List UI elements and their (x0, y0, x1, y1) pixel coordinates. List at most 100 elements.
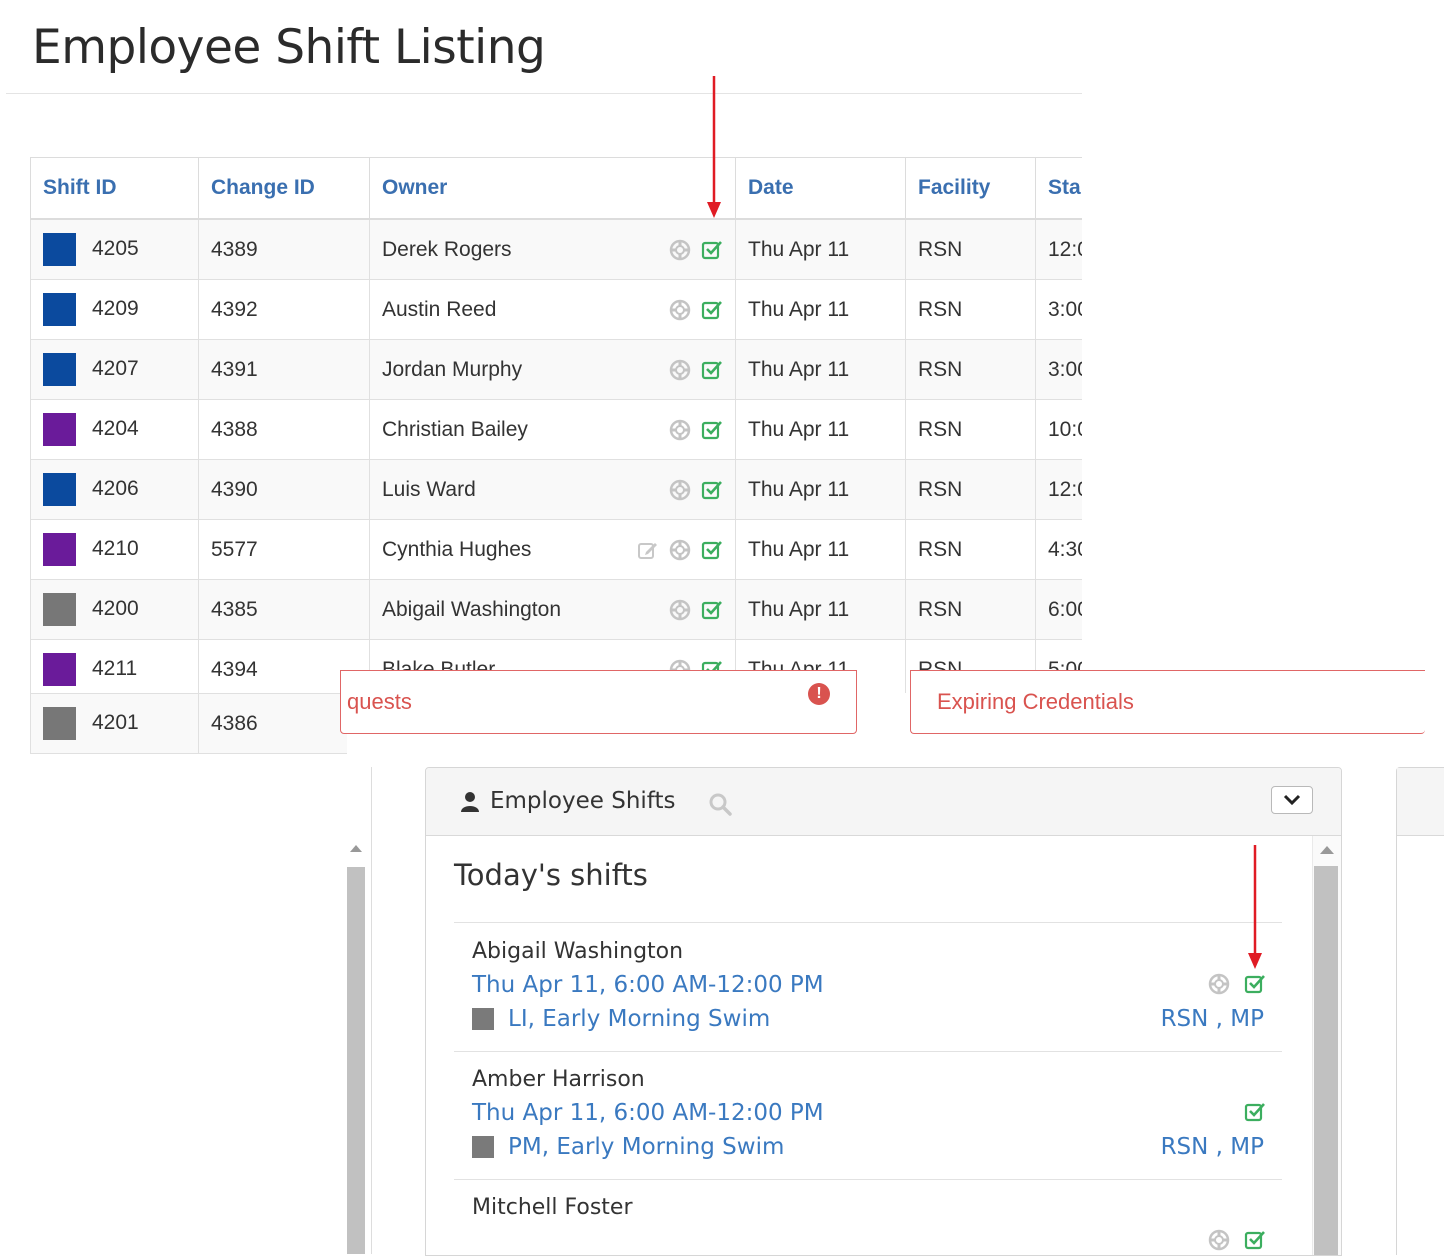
shift-color-swatch (43, 473, 76, 506)
scrollbar-thumb[interactable] (347, 867, 365, 1254)
checkbox-check-icon[interactable] (701, 359, 723, 381)
column-header-facility[interactable]: Facility (905, 157, 1036, 220)
edit-icon[interactable] (637, 539, 659, 561)
owner-status-icons (669, 299, 723, 321)
checkbox-check-icon[interactable] (701, 239, 723, 261)
annotation-arrow-panel (1248, 845, 1262, 969)
table-row[interactable]: 4204 4388 Christian Bailey Thu Apr 11 RSN 10:… (30, 399, 1082, 460)
checkbox-check-icon[interactable] (1244, 973, 1266, 995)
checkbox-check-icon[interactable] (1244, 1101, 1266, 1123)
shift-id: 4200 (92, 597, 139, 621)
date-cell: Thu Apr 11 (735, 339, 906, 400)
shift-color-swatch (43, 233, 76, 266)
title-divider (6, 93, 1082, 94)
panel-collapse-toggle[interactable] (1271, 786, 1313, 814)
change-id-cell: 4388 (198, 399, 370, 460)
checkbox-check-icon[interactable] (701, 539, 723, 561)
owner-cell: Luis Ward (369, 459, 736, 520)
lifesaver-icon[interactable] (669, 239, 691, 261)
shift-id-cell: 4211 (30, 639, 199, 693)
owner-name: Abigail Washington (382, 597, 561, 621)
position-color-swatch (472, 1008, 494, 1030)
facility-cell: RSN (905, 218, 1036, 280)
lifesaver-icon[interactable] (669, 419, 691, 441)
shift-color-swatch (43, 533, 76, 566)
column-header-start[interactable]: Sta (1035, 157, 1082, 220)
scrollbar-thumb[interactable] (1314, 866, 1338, 1255)
user-icon (461, 792, 479, 812)
shift-id: 4211 (92, 657, 138, 681)
shift-position[interactable]: LI, Early Morning Swim (472, 1006, 770, 1032)
lifesaver-icon[interactable] (669, 299, 691, 321)
owner-name: Luis Ward (382, 477, 476, 501)
change-id-cell: 4390 (198, 459, 370, 520)
shift-id-cell: 4200 (30, 579, 199, 640)
facility-cell: RSN (905, 519, 1036, 580)
search-icon[interactable] (708, 792, 732, 816)
start-cell: 3:00 (1035, 339, 1082, 400)
date-cell: Thu Apr 11 (735, 519, 906, 580)
employee-shifts-scrollbar[interactable] (1312, 836, 1341, 1255)
column-header-shift-id[interactable]: Shift ID (30, 157, 199, 220)
lifesaver-icon[interactable] (669, 539, 691, 561)
owner-name: Derek Rogers (382, 237, 512, 261)
right-panel-edge (1396, 767, 1444, 1255)
column-header-date[interactable]: Date (735, 157, 906, 220)
start-cell: 12:0 (1035, 459, 1082, 520)
shift-id-cell: 4204 (30, 399, 199, 460)
employee-name: Mitchell Foster (472, 1195, 633, 1220)
employee-shifts-body: Today's shifts Abigail Washington Thu Apr… (426, 836, 1341, 1255)
requests-alert-panel[interactable]: quests ! (340, 670, 857, 734)
facility-cell: RSN (905, 459, 1036, 520)
shift-color-swatch (43, 593, 76, 626)
table-partial-fragment: 4201 4386 (30, 693, 347, 775)
checkbox-check-icon[interactable] (701, 479, 723, 501)
column-header-owner[interactable]: Owner (369, 157, 736, 220)
table-row[interactable]: 4200 4385 Abigail Washington Thu Apr 11 RSN 6… (30, 579, 1082, 640)
employee-name: Abigail Washington (472, 939, 684, 964)
left-panel-scrollbar[interactable] (347, 767, 372, 1254)
scroll-up-arrow-icon[interactable] (1320, 846, 1334, 854)
checkbox-check-icon[interactable] (1244, 1229, 1266, 1251)
table-header-row: Shift ID Change ID Owner Date Facility S… (30, 157, 1082, 220)
shift-id: 4204 (92, 417, 139, 441)
shift-color-swatch (43, 293, 76, 326)
table-row[interactable]: 4201 4386 (30, 693, 347, 754)
column-header-change-id[interactable]: Change ID (198, 157, 370, 220)
owner-status-icons (669, 359, 723, 381)
shift-table: Shift ID Change ID Owner Date Facility S… (30, 157, 1082, 693)
facility-link[interactable]: RSN , MP (1160, 1006, 1264, 1032)
shift-status-icons (1208, 973, 1266, 995)
owner-status-icons (637, 539, 723, 561)
change-id-cell: 4389 (198, 218, 370, 280)
lifesaver-icon[interactable] (669, 479, 691, 501)
shift-status-icons (1244, 1101, 1266, 1123)
lifesaver-icon[interactable] (669, 599, 691, 621)
shift-list-item[interactable]: Amber Harrison Thu Apr 11, 6:00 AM-12:00 … (454, 1051, 1282, 1180)
todays-shifts-heading: Today's shifts (454, 858, 648, 892)
scroll-up-arrow-icon[interactable] (350, 845, 362, 852)
lifesaver-icon[interactable] (669, 359, 691, 381)
shift-position[interactable]: PM, Early Morning Swim (472, 1134, 784, 1160)
shift-time-link[interactable]: Thu Apr 11, 6:00 AM-12:00 PM (472, 1100, 824, 1126)
facility-link[interactable]: RSN , MP (1160, 1134, 1264, 1160)
position-label: LI, Early Morning Swim (508, 1006, 771, 1032)
shift-list-item[interactable]: Abigail Washington Thu Apr 11, 6:00 AM-12… (454, 923, 1282, 1052)
exclamation-circle-icon: ! (808, 683, 830, 705)
checkbox-check-icon[interactable] (701, 419, 723, 441)
owner-status-icons (669, 239, 723, 261)
shift-time-link[interactable]: Thu Apr 11, 6:00 AM-12:00 PM (472, 972, 824, 998)
expiring-credentials-panel[interactable]: Expiring Credentials (910, 670, 1425, 734)
shift-list-item[interactable]: Mitchell Foster (454, 1179, 1282, 1255)
checkbox-check-icon[interactable] (701, 299, 723, 321)
lifesaver-icon[interactable] (1208, 973, 1230, 995)
lifesaver-icon[interactable] (1208, 1229, 1230, 1251)
checkbox-check-icon[interactable] (701, 599, 723, 621)
